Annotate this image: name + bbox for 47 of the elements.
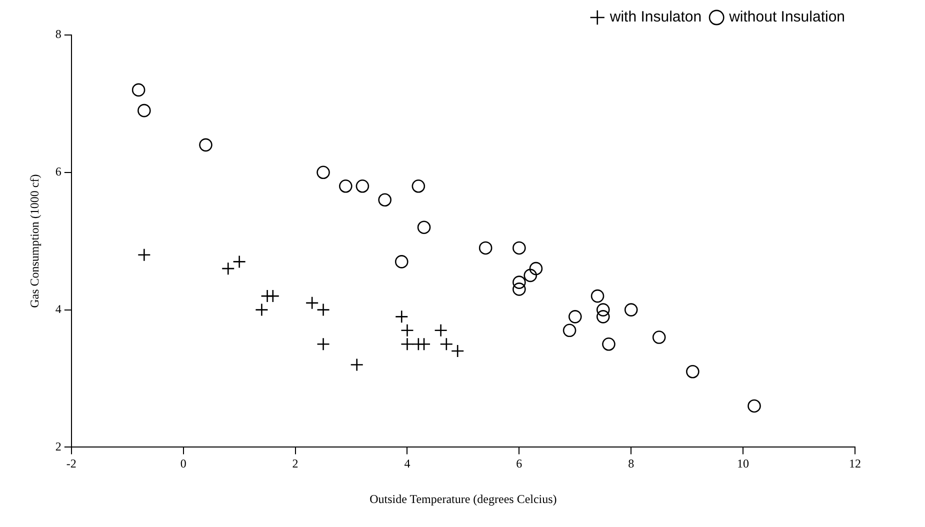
point bbox=[394, 310, 408, 324]
x-tick-label: 12 bbox=[849, 456, 861, 471]
point bbox=[339, 179, 352, 193]
x-axis-title: Outside Temperature (degrees Celcius) bbox=[370, 492, 557, 506]
point bbox=[512, 276, 526, 289]
x-tick-label: 10 bbox=[737, 456, 750, 471]
point bbox=[394, 255, 408, 268]
point bbox=[478, 241, 492, 255]
point bbox=[305, 296, 319, 310]
legend-label: without Insulation bbox=[728, 8, 845, 26]
x-tick-label: 0 bbox=[180, 456, 186, 471]
point bbox=[356, 179, 370, 193]
x-tick-label: -2 bbox=[66, 456, 76, 471]
legend-label: with Insulaton bbox=[608, 8, 702, 26]
point bbox=[412, 179, 426, 193]
x-tick-label: 6 bbox=[516, 456, 522, 471]
point bbox=[590, 289, 604, 303]
point bbox=[512, 282, 526, 296]
y-tick-label: 4 bbox=[55, 302, 62, 316]
point bbox=[138, 104, 151, 118]
point bbox=[529, 262, 543, 276]
point bbox=[596, 303, 610, 316]
point bbox=[221, 262, 235, 276]
point bbox=[512, 241, 526, 255]
y-tick-label: 8 bbox=[55, 27, 62, 42]
y-tick-label: 2 bbox=[55, 439, 62, 454]
point bbox=[417, 220, 431, 234]
point bbox=[568, 310, 582, 324]
point bbox=[748, 399, 761, 413]
y-axis-title: Gas Consumption (1000 cf) bbox=[27, 174, 42, 308]
point bbox=[132, 83, 146, 97]
point bbox=[450, 344, 464, 358]
point bbox=[524, 268, 538, 282]
x-tick-label: 4 bbox=[404, 456, 410, 471]
point bbox=[686, 364, 700, 378]
point bbox=[378, 193, 392, 207]
point bbox=[596, 310, 610, 324]
point bbox=[624, 303, 638, 316]
x-tick-label: 2 bbox=[292, 456, 298, 471]
x-tick-label: 8 bbox=[628, 456, 634, 471]
point bbox=[316, 166, 330, 180]
point bbox=[652, 330, 666, 344]
y-tick-label: 6 bbox=[55, 164, 62, 179]
point bbox=[602, 338, 616, 351]
point bbox=[199, 138, 212, 152]
point bbox=[440, 338, 454, 351]
point bbox=[562, 324, 576, 338]
